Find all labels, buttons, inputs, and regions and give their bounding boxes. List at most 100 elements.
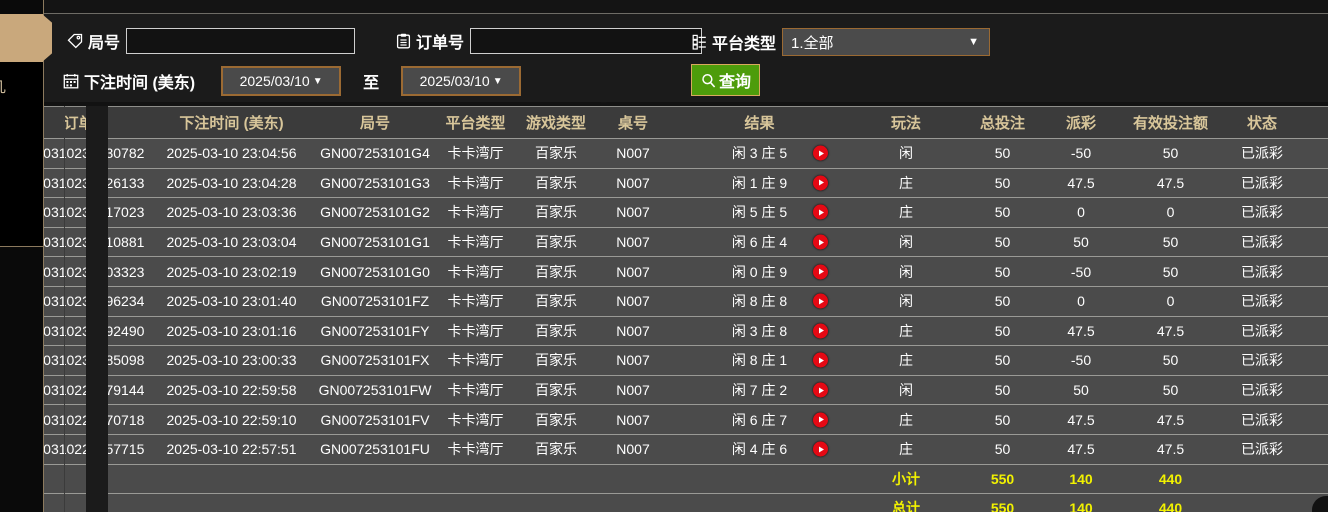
cell-game-type: 百家乐 [514,433,598,465]
cell-round-no: GN007253101G1 [313,226,437,258]
sidebar-item-3[interactable] [0,158,43,207]
table-row[interactable]: 2503102357924902025-03-10 23:01:16GN0072… [22,315,1328,347]
sidebar-item-4[interactable] [0,206,43,247]
cell-total-bet: 50 [961,433,1044,465]
chevron-down-icon: ▼ [968,36,980,48]
play-replay-icon[interactable] [813,264,828,280]
col-valid-bet[interactable]: 有效投注额 [1118,106,1223,139]
summary-empty-cell [437,493,514,512]
col-status[interactable]: 状态 [1223,106,1301,139]
cell-table-no: N007 [598,197,668,228]
summary-empty-cell [1223,493,1301,512]
play-replay-icon[interactable] [813,441,828,457]
col-game-type[interactable]: 游戏类型 [514,106,598,139]
sidebar-item-2[interactable] [0,110,43,159]
summary-empty-cell [150,463,313,495]
summary-empty-cell [514,493,598,512]
table-row[interactable]: 2503102257791442025-03-10 22:59:58GN0072… [22,374,1328,406]
summary-total-bet: 550 [961,493,1044,512]
cell-payout: -50 [1044,345,1118,376]
play-replay-icon[interactable] [813,352,828,368]
play-replay-icon[interactable] [813,204,828,220]
round-no-input[interactable] [126,28,356,54]
cell-result: 闲 8 庄 1 [668,345,851,376]
cell-payout: 47.5 [1044,315,1118,347]
col-play-type[interactable]: 玩法 [851,106,961,139]
col-total-bet[interactable]: 总投注 [961,106,1044,139]
table-row[interactable]: 2503102358033232025-03-10 23:02:19GN0072… [22,256,1328,287]
play-replay-icon[interactable] [813,175,828,191]
play-replay-icon[interactable] [813,234,828,250]
cell-game-type: 百家乐 [514,256,598,287]
cell-bet-time: 2025-03-10 23:02:19 [150,256,313,287]
table-row[interactable]: 2503102358108812025-03-10 23:03:04GN0072… [22,226,1328,258]
play-replay-icon[interactable] [813,293,828,309]
cell-valid-bet: 47.5 [1118,315,1223,347]
result-text: 闲 8 庄 1 [731,352,788,369]
result-text: 闲 1 庄 9 [731,174,788,191]
order-no-input[interactable] [470,28,703,54]
cell-payout: -50 [1044,138,1118,169]
cell-bet-time: 2025-03-10 23:04:56 [150,138,313,169]
summary-empty-cell [313,493,437,512]
col-result[interactable]: 结果 [668,106,851,139]
filter-bar: 局号 订单号 [43,14,1328,102]
col-platform[interactable]: 平台类型 [437,106,514,139]
cell-result: 闲 7 庄 2 [668,374,851,406]
cell-table-no: N007 [598,315,668,347]
search-button[interactable]: 查询 [691,64,761,96]
bet-time-from-picker[interactable]: 2025/03/10 ▼ [221,66,342,96]
cell-valid-bet: 50 [1118,226,1223,258]
calendar-icon [63,73,79,90]
bet-time-label: 下注时间 (美东) [63,69,195,93]
cell-play-type: 闲 [851,226,961,258]
cell-total-bet: 50 [961,256,1044,287]
cell-result: 闲 4 庄 6 [668,433,851,465]
play-replay-icon[interactable] [813,382,828,398]
cell-table-no: N007 [598,433,668,465]
cell-bet-time: 2025-03-10 23:03:36 [150,197,313,228]
cell-round-no: GN007253101FX [313,345,437,376]
cell-round-no: GN007253101G4 [313,138,437,169]
play-replay-icon[interactable] [813,323,828,339]
cell-play-type: 庄 [851,433,961,465]
col-table-no[interactable]: 桌号 [598,106,668,139]
table-row[interactable]: 2503102357850982025-03-10 23:00:33GN0072… [22,345,1328,376]
cell-payout: 0 [1044,197,1118,228]
result-text: 闲 6 庄 7 [731,411,788,428]
col-bet-time[interactable]: 下注时间 (美东) [150,106,313,139]
cell-valid-bet: 47.5 [1118,167,1223,199]
col-round-no[interactable]: 局号 [313,106,437,139]
cell-play-type: 闲 [851,138,961,169]
platform-type-value: 1.全部 [791,34,834,52]
cell-play-type: 庄 [851,167,961,199]
sidebar-item-label: 几 [0,76,6,97]
table-row[interactable]: 2503102357962342025-03-10 23:01:40GN0072… [22,285,1328,317]
cell-platform: 卡卡湾厅 [437,345,514,376]
search-icon [700,72,716,89]
chevron-down-icon: ▼ [492,75,503,87]
col-extra[interactable] [1301,106,1328,139]
platform-type-select[interactable]: 1.全部 ▼ [782,28,991,56]
search-button-label: 查询 [719,74,752,91]
cell-extra [1301,285,1328,317]
table-header-row: 订单号 下注时间 (美东) 局号 平台类型 游戏类型 桌号 结果 玩法 总投注 … [22,106,1328,139]
summary-label: 小计 [851,463,961,495]
cell-play-type: 庄 [851,404,961,435]
list-icon [691,34,707,51]
sidebar-active-tab[interactable] [0,14,43,62]
cell-bet-time: 2025-03-10 23:01:40 [150,285,313,317]
table-row[interactable]: 2503102358170232025-03-10 23:03:36GN0072… [22,197,1328,228]
bet-time-to-picker[interactable]: 2025/03/10 ▼ [401,66,522,96]
sidebar-item-1[interactable]: 几 [0,62,43,111]
top-divider [43,13,1328,14]
summary-empty-cell [598,493,668,512]
round-no-label: 局号 [67,29,120,53]
cell-table-no: N007 [598,374,668,406]
cell-extra [1301,197,1328,228]
cell-round-no: GN007253101G2 [313,197,437,228]
play-replay-icon[interactable] [813,145,828,161]
cell-round-no: GN007253101G0 [313,256,437,287]
play-replay-icon[interactable] [813,412,828,428]
col-payout[interactable]: 派彩 [1044,106,1118,139]
